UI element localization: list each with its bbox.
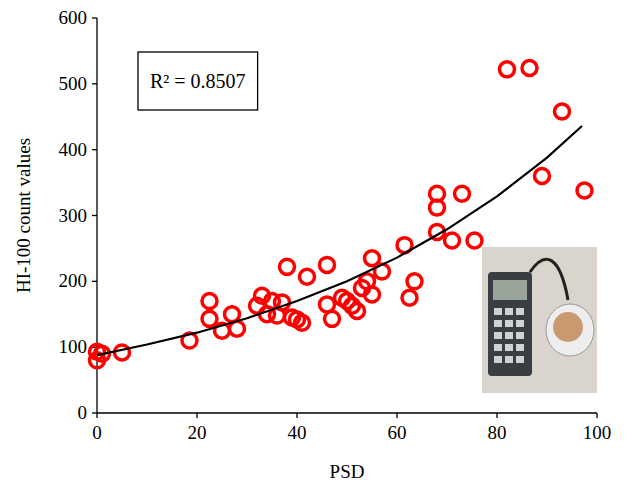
inset-photo [482, 247, 597, 393]
y-tick-label: 0 [78, 402, 88, 423]
device-screen [493, 280, 527, 300]
device-key [516, 308, 524, 315]
sensor-dish [546, 304, 594, 356]
y-axis-title: HI-100 count values [13, 138, 34, 293]
point [115, 345, 130, 360]
sample [553, 312, 583, 342]
y-tick-label: 500 [59, 73, 88, 94]
point [500, 62, 515, 77]
y-tick-label: 300 [59, 205, 88, 226]
device-key [494, 320, 502, 327]
point [202, 311, 217, 326]
photo-background [482, 247, 597, 393]
x-tick-label: 60 [388, 422, 407, 443]
y-tick [92, 17, 97, 18]
point [577, 183, 592, 198]
device-key [505, 332, 513, 339]
device-cable [530, 259, 568, 300]
y-tick [92, 83, 97, 84]
device-key [516, 332, 524, 339]
x-tick [196, 413, 197, 418]
point [295, 315, 310, 330]
device-key [494, 356, 502, 363]
x-axis [97, 412, 597, 413]
x-tick [296, 413, 297, 418]
y-tick [92, 412, 97, 413]
device-key [516, 356, 524, 363]
x-tick [96, 413, 97, 418]
point [325, 311, 340, 326]
x-tick [596, 413, 597, 418]
point [455, 186, 470, 201]
point [407, 274, 422, 289]
point [522, 61, 537, 76]
x-tick-label: 20 [188, 422, 207, 443]
annotation: R² = 0.8507 [150, 70, 246, 92]
y-tick [92, 281, 97, 282]
point [430, 200, 445, 215]
device-key [505, 308, 513, 315]
device-key [494, 344, 502, 351]
chart: 0 100 200 300 400 500 600 0 20 40 60 80 100 PSD HI-100… [0, 0, 633, 488]
y-tick-label: 400 [59, 139, 88, 160]
point [300, 269, 315, 284]
point [365, 287, 380, 302]
annotation-box [138, 52, 258, 110]
device-key [494, 308, 502, 315]
x-tick-label: 100 [583, 422, 612, 443]
x-tick [496, 413, 497, 418]
x-tick-label: 40 [288, 422, 307, 443]
point [445, 233, 460, 248]
x-axis-title: PSD [330, 461, 365, 482]
y-tick [92, 149, 97, 150]
device-key [494, 332, 502, 339]
x-tick-label: 80 [488, 422, 507, 443]
trend-line-group [97, 126, 582, 355]
device-key [505, 320, 513, 327]
trend-line [97, 126, 582, 355]
y-tick-label: 100 [59, 336, 88, 357]
device-key [505, 344, 513, 351]
point [467, 233, 482, 248]
y-tick [92, 215, 97, 216]
point [320, 257, 335, 272]
device-key [516, 344, 524, 351]
y-tick-label: 600 [59, 7, 88, 28]
point [402, 290, 417, 305]
point [202, 294, 217, 309]
x-tick-label: 0 [92, 422, 102, 443]
point [350, 303, 365, 318]
device-key [505, 356, 513, 363]
point [280, 259, 295, 274]
point [535, 169, 550, 184]
device-body [488, 272, 532, 376]
points-group [90, 61, 593, 368]
device-key [516, 320, 524, 327]
y-tick-label: 200 [59, 270, 88, 291]
x-tick [396, 413, 397, 418]
point [555, 104, 570, 119]
